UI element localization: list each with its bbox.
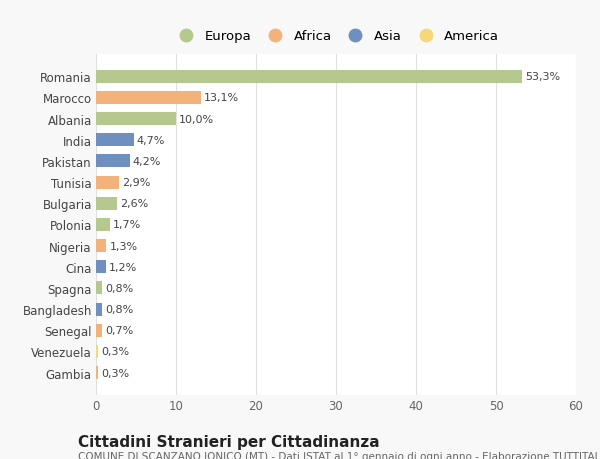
Bar xyxy=(96,324,101,337)
Text: 53,3%: 53,3% xyxy=(526,72,561,82)
Bar xyxy=(96,155,130,168)
Bar xyxy=(96,303,103,316)
Text: 1,7%: 1,7% xyxy=(113,220,141,230)
Bar xyxy=(96,176,119,189)
Text: 4,7%: 4,7% xyxy=(137,135,165,146)
Text: 1,2%: 1,2% xyxy=(109,262,137,272)
Text: Cittadini Stranieri per Cittadinanza: Cittadini Stranieri per Cittadinanza xyxy=(78,434,380,449)
Text: 2,9%: 2,9% xyxy=(122,178,151,188)
Text: 2,6%: 2,6% xyxy=(120,199,148,209)
Bar xyxy=(96,134,134,147)
Text: 0,8%: 0,8% xyxy=(106,304,134,314)
Bar xyxy=(96,218,110,231)
Bar xyxy=(96,240,106,252)
Bar xyxy=(96,197,117,210)
Bar xyxy=(96,366,98,379)
Bar xyxy=(96,92,201,105)
Text: 0,8%: 0,8% xyxy=(106,283,134,293)
Text: 4,2%: 4,2% xyxy=(133,157,161,167)
Text: 1,3%: 1,3% xyxy=(110,241,138,251)
Bar xyxy=(96,261,106,274)
Bar xyxy=(96,282,103,295)
Text: 0,7%: 0,7% xyxy=(105,325,133,336)
Text: 13,1%: 13,1% xyxy=(204,93,239,103)
Text: COMUNE DI SCANZANO JONICO (MT) - Dati ISTAT al 1° gennaio di ogni anno - Elabora: COMUNE DI SCANZANO JONICO (MT) - Dati IS… xyxy=(78,451,600,459)
Text: 0,3%: 0,3% xyxy=(101,368,130,378)
Bar xyxy=(96,345,98,358)
Text: 10,0%: 10,0% xyxy=(179,114,214,124)
Bar xyxy=(96,71,523,84)
Text: 0,3%: 0,3% xyxy=(101,347,130,357)
Bar xyxy=(96,113,176,126)
Legend: Europa, Africa, Asia, America: Europa, Africa, Asia, America xyxy=(170,28,502,46)
